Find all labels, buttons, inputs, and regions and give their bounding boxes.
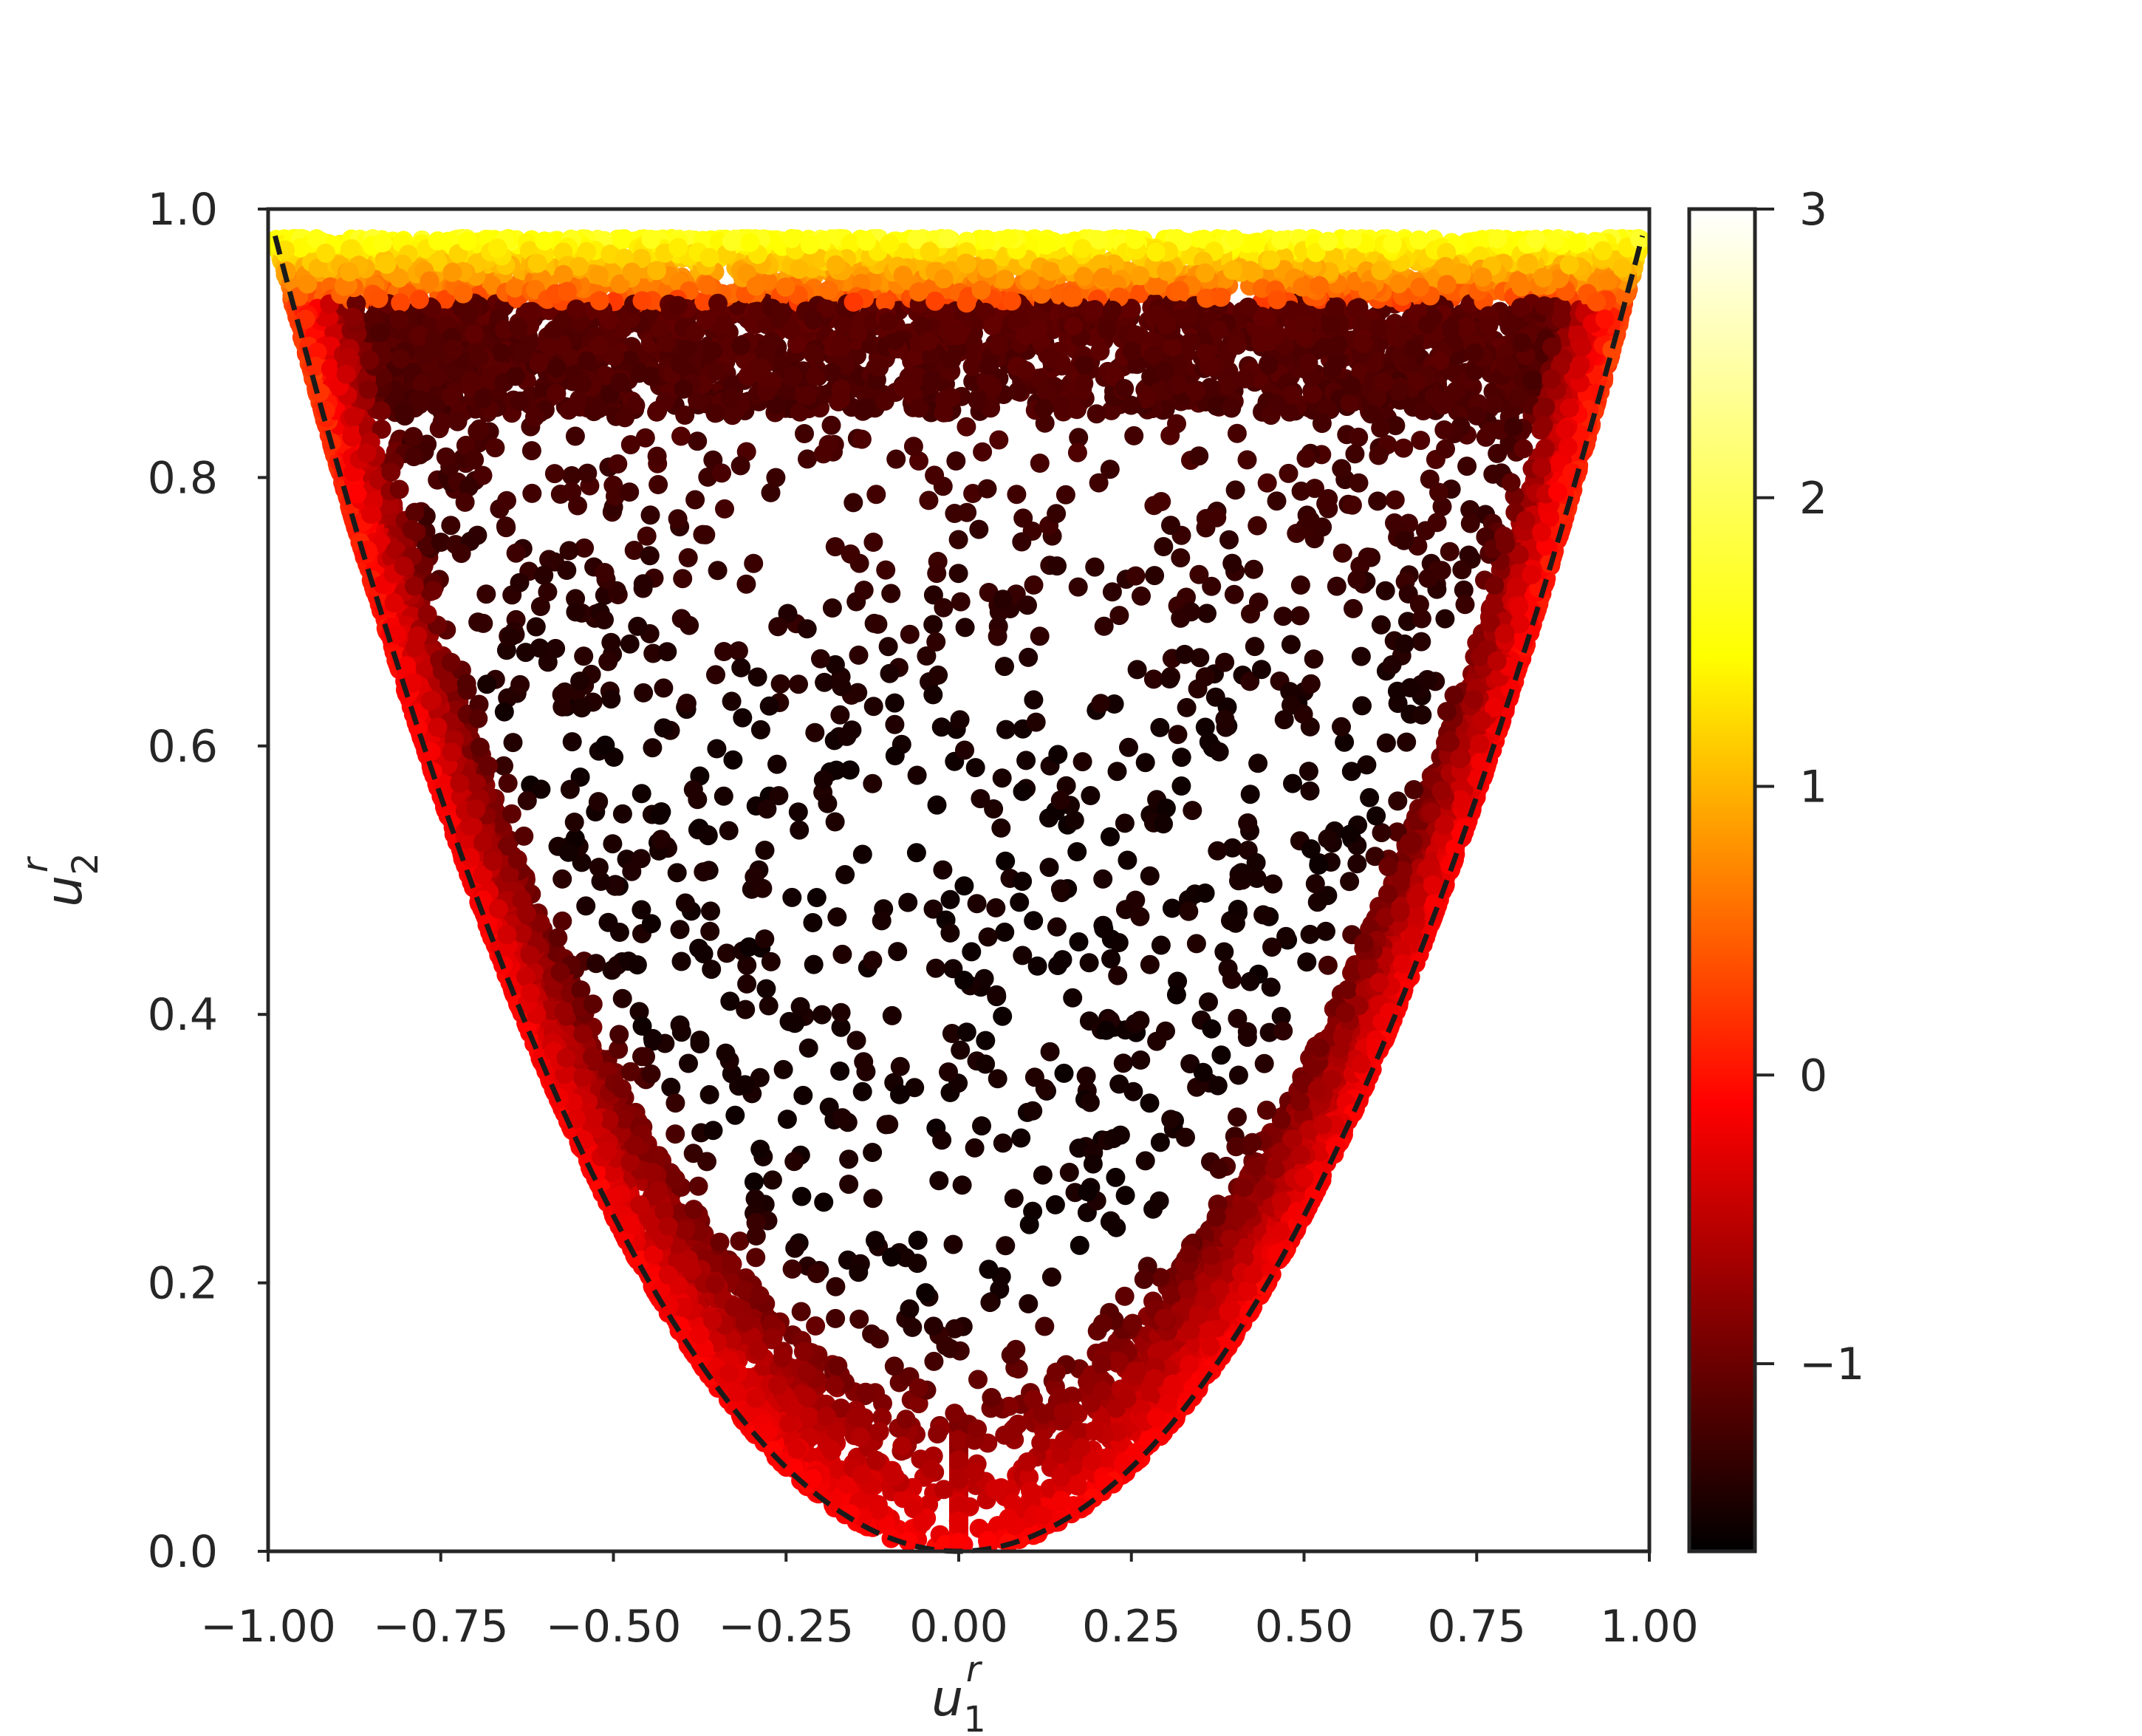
scatter-points	[268, 229, 1649, 1551]
scatter-point	[985, 1479, 1005, 1499]
scatter-point	[855, 1382, 875, 1402]
